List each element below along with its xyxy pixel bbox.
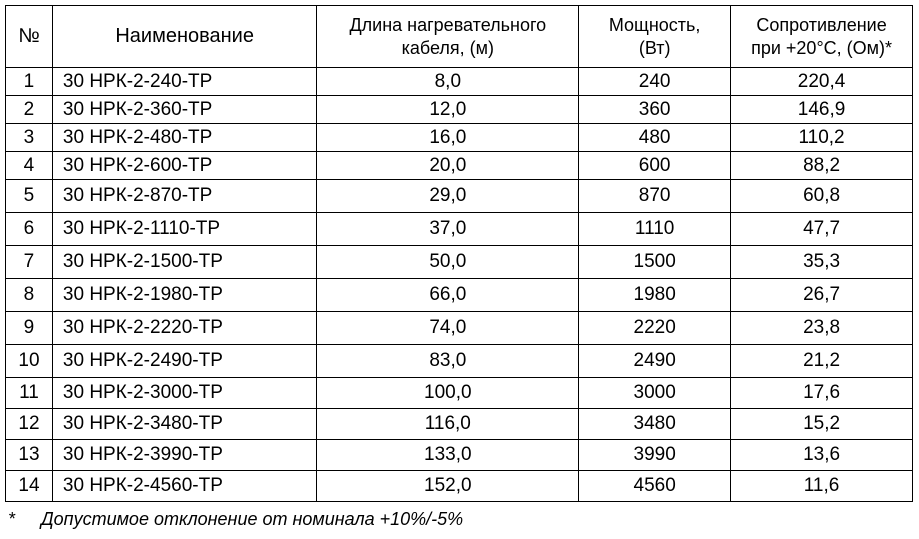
cell-power: 3990 xyxy=(578,439,732,471)
cell-name: 30 НРК-2-3990-ТР xyxy=(51,439,318,471)
cell-length: 50,0 xyxy=(316,245,580,279)
footnote-text: Допустимое отклонение от номинала +10%/-… xyxy=(41,509,464,529)
header-resistance: Сопротивление при +20°C, (Ом)* xyxy=(730,5,913,68)
table-row: 10 30 НРК-2-2490-ТР 83,0 2490 21,2 xyxy=(5,344,913,378)
cell-number: 2 xyxy=(5,95,53,124)
table-row: 5 30 НРК-2-870-ТР 29,0 870 60,8 xyxy=(5,179,913,213)
cell-number: 9 xyxy=(5,311,53,345)
cell-number: 4 xyxy=(5,151,53,180)
table-row: 8 30 НРК-2-1980-ТР 66,0 1980 26,7 xyxy=(5,278,913,312)
header-row: № Наименование Длина нагревательного каб… xyxy=(5,5,913,68)
cell-name: 30 НРК-2-600-ТР xyxy=(51,151,318,180)
cell-resistance: 47,7 xyxy=(730,212,913,246)
table-row: 1 30 НРК-2-240-ТР 8,0 240 220,4 xyxy=(5,67,913,96)
cell-number: 6 xyxy=(5,212,53,246)
cell-length: 116,0 xyxy=(316,408,580,440)
cell-number: 8 xyxy=(5,278,53,312)
cell-name: 30 НРК-2-2220-ТР xyxy=(51,311,318,345)
cell-length: 66,0 xyxy=(316,278,580,312)
cell-length: 12,0 xyxy=(316,95,580,124)
cell-power: 360 xyxy=(578,95,732,124)
cell-power: 2220 xyxy=(578,311,732,345)
cell-length: 100,0 xyxy=(316,377,580,409)
cell-resistance: 13,6 xyxy=(730,439,913,471)
cell-name: 30 НРК-2-4560-ТР xyxy=(51,470,318,502)
cell-power: 3480 xyxy=(578,408,732,440)
cell-name: 30 НРК-2-1500-ТР xyxy=(51,245,318,279)
table-row: 2 30 НРК-2-360-ТР 12,0 360 146,9 xyxy=(5,95,913,124)
cell-resistance: 110,2 xyxy=(730,123,913,152)
table-row: 12 30 НРК-2-3480-ТР 116,0 3480 15,2 xyxy=(5,408,913,440)
cell-length: 8,0 xyxy=(316,67,580,96)
cell-resistance: 11,6 xyxy=(730,470,913,502)
header-name: Наименование xyxy=(51,5,318,68)
table-row: 9 30 НРК-2-2220-ТР 74,0 2220 23,8 xyxy=(5,311,913,345)
cell-name: 30 НРК-2-480-ТР xyxy=(51,123,318,152)
cable-spec-table: № Наименование Длина нагревательного каб… xyxy=(5,5,913,502)
table-row: 14 30 НРК-2-4560-ТР 152,0 4560 11,6 xyxy=(5,470,913,502)
cell-number: 5 xyxy=(5,179,53,213)
header-length: Длина нагревательного кабеля, (м) xyxy=(316,5,580,68)
cell-name: 30 НРК-2-1980-ТР xyxy=(51,278,318,312)
cell-power: 870 xyxy=(578,179,732,213)
cell-number: 11 xyxy=(5,377,53,409)
cell-number: 3 xyxy=(5,123,53,152)
cell-name: 30 НРК-2-360-ТР xyxy=(51,95,318,124)
cell-length: 29,0 xyxy=(316,179,580,213)
table-row: 6 30 НРК-2-1110-ТР 37,0 1110 47,7 xyxy=(5,212,913,246)
cell-length: 152,0 xyxy=(316,470,580,502)
cell-length: 20,0 xyxy=(316,151,580,180)
cell-name: 30 НРК-2-2490-ТР xyxy=(51,344,318,378)
table-row: 11 30 НРК-2-3000-ТР 100,0 3000 17,6 xyxy=(5,377,913,409)
cell-number: 14 xyxy=(5,470,53,502)
cell-length: 37,0 xyxy=(316,212,580,246)
cell-resistance: 60,8 xyxy=(730,179,913,213)
cell-resistance: 21,2 xyxy=(730,344,913,378)
cell-number: 12 xyxy=(5,408,53,440)
table-row: 4 30 НРК-2-600-ТР 20,0 600 88,2 xyxy=(5,151,913,180)
cell-number: 7 xyxy=(5,245,53,279)
cell-number: 10 xyxy=(5,344,53,378)
cell-number: 1 xyxy=(5,67,53,96)
cell-name: 30 НРК-2-240-ТР xyxy=(51,67,318,96)
cell-power: 1500 xyxy=(578,245,732,279)
table-row: 13 30 НРК-2-3990-ТР 133,0 3990 13,6 xyxy=(5,439,913,471)
cell-length: 83,0 xyxy=(316,344,580,378)
cell-power: 600 xyxy=(578,151,732,180)
cell-name: 30 НРК-2-3480-ТР xyxy=(51,408,318,440)
cell-length: 133,0 xyxy=(316,439,580,471)
cell-resistance: 35,3 xyxy=(730,245,913,279)
cell-power: 4560 xyxy=(578,470,732,502)
header-number: № xyxy=(5,5,53,68)
cell-name: 30 НРК-2-1110-ТР xyxy=(51,212,318,246)
cell-power: 480 xyxy=(578,123,732,152)
cell-resistance: 88,2 xyxy=(730,151,913,180)
footnote-marker: * xyxy=(8,509,16,529)
cell-length: 74,0 xyxy=(316,311,580,345)
cell-number: 13 xyxy=(5,439,53,471)
cell-name: 30 НРК-2-870-ТР xyxy=(51,179,318,213)
cell-power: 3000 xyxy=(578,377,732,409)
cell-resistance: 220,4 xyxy=(730,67,913,96)
cell-power: 1980 xyxy=(578,278,732,312)
cell-name: 30 НРК-2-3000-ТР xyxy=(51,377,318,409)
cell-power: 1110 xyxy=(578,212,732,246)
table-row: 7 30 НРК-2-1500-ТР 50,0 1500 35,3 xyxy=(5,245,913,279)
cell-resistance: 26,7 xyxy=(730,278,913,312)
cell-resistance: 23,8 xyxy=(730,311,913,345)
cell-power: 2490 xyxy=(578,344,732,378)
cell-power: 240 xyxy=(578,67,732,96)
cell-resistance: 15,2 xyxy=(730,408,913,440)
table-row: 3 30 НРК-2-480-ТР 16,0 480 110,2 xyxy=(5,123,913,152)
footnote: * Допустимое отклонение от номинала +10%/… xyxy=(8,509,463,530)
cell-length: 16,0 xyxy=(316,123,580,152)
header-power: Мощность, (Вт) xyxy=(578,5,732,68)
cell-resistance: 17,6 xyxy=(730,377,913,409)
cell-resistance: 146,9 xyxy=(730,95,913,124)
